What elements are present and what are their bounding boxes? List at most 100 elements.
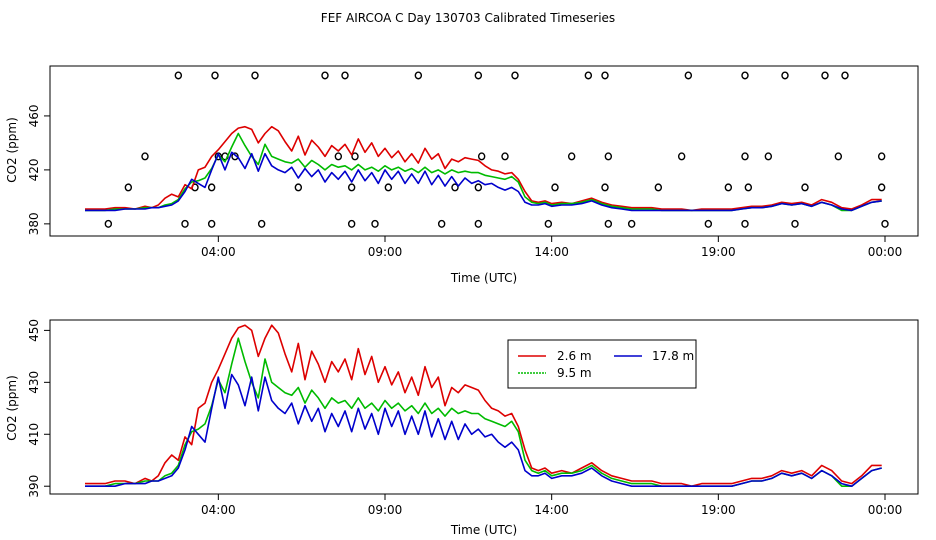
raw-data-point [741,71,749,80]
raw-data-point [384,183,393,192]
raw-data-point [257,219,266,228]
raw-data-point [684,71,693,80]
raw-data-point [231,152,239,161]
bottom-series-lines [85,324,882,488]
raw-data-point [211,71,219,80]
raw-data-point [474,71,483,80]
raw-data-point [834,152,843,161]
raw-data-point [604,219,613,228]
bottom-series-9-5-m [85,337,882,488]
bottom-panel: 390 410 430 450 04:00 09:00 14:00 19:00 00:00 2… [5,319,919,537]
raw-data-point [601,183,609,192]
raw-data-point [294,183,303,192]
raw-data-point [474,219,483,228]
raw-data-point [841,71,849,80]
raw-data-point [174,71,183,80]
raw-data-point [724,183,733,192]
raw-data-point [437,219,446,228]
raw-data-point [544,219,553,228]
raw-data-point [881,219,889,228]
bottom-y-axis-label: CO2 (ppm) [5,375,19,441]
top-x-tick-label: 09:00 [368,245,403,259]
raw-data-point [654,183,663,192]
raw-data-point [207,183,216,192]
raw-data-point [781,71,789,80]
raw-data-point [764,152,773,161]
bottom-y-axis: 390 410 430 450 [27,319,51,498]
raw-data-point [371,219,379,228]
legend-box [507,339,697,389]
raw-data-point [741,152,749,161]
bottom-x-tick-label: 09:00 [368,503,403,517]
raw-data-point [677,152,686,161]
raw-data-point [551,183,559,192]
top-panel: 380 420 460 04:00 09:00 14:00 19:00 00:00 Time… [5,65,919,285]
chart-title: FEF AIRCOA C Day 130703 Calibrated Times… [321,11,615,25]
top-series-lines [85,125,882,212]
raw-data-point [604,152,613,161]
bottom-plot-frame [49,319,919,495]
raw-data-point [207,219,216,228]
raw-data-point [351,152,359,161]
bottom-y-tick-label: 390 [27,475,41,498]
raw-data-point [124,183,133,192]
raw-data-point [741,219,749,228]
raw-data-point [347,183,356,192]
bottom-y-tick-label: 410 [27,423,41,446]
top-plot-frame [49,65,919,237]
top-y-tick-label: 380 [27,212,41,235]
bottom-y-tick-label: 450 [27,319,41,342]
top-raw-points [104,71,889,228]
top-x-axis-label: Time (UTC) [450,271,517,285]
raw-data-point [141,152,149,161]
bottom-x-axis-label: Time (UTC) [450,523,517,537]
raw-data-point [334,152,343,161]
raw-data-point [251,71,259,80]
raw-data-point [584,71,593,80]
top-series-2-6-m [85,125,882,212]
bottom-x-axis: 04:00 09:00 14:00 19:00 00:00 [201,493,903,517]
top-series-17-8-m [85,151,882,212]
bottom-x-tick-label: 19:00 [701,503,736,517]
raw-data-point [821,71,829,80]
legend-label-9-5m: 9.5 m [557,366,592,380]
bottom-x-tick-label: 00:00 [868,503,903,517]
raw-data-point [347,219,356,228]
raw-data-point [877,152,886,161]
top-x-tick-label: 04:00 [201,245,236,259]
bottom-series-17-8-m [85,373,882,488]
raw-data-point [451,183,459,192]
raw-data-point [341,71,349,80]
bottom-x-tick-label: 04:00 [201,503,236,517]
bottom-series-2-6-m [85,324,882,488]
bottom-y-tick-label: 430 [27,371,41,394]
raw-data-point [601,71,609,80]
legend-label-17-8m: 17.8 m [652,349,694,363]
raw-data-point [877,183,886,192]
legend-label-2-6m: 2.6 m [557,349,592,363]
raw-data-point [474,183,483,192]
top-y-tick-label: 460 [27,104,41,127]
top-x-axis: 04:00 09:00 14:00 19:00 00:00 [201,235,903,259]
top-x-tick-label: 14:00 [534,245,569,259]
raw-data-point [704,219,713,228]
raw-data-point [567,152,576,161]
raw-data-point [511,71,519,80]
top-series-9-5-m [85,132,882,212]
raw-data-point [801,183,809,192]
legend: 2.6 m 9.5 m 17.8 m [507,339,697,389]
raw-data-point [321,71,329,80]
raw-data-point [744,183,753,192]
raw-data-point [501,152,509,161]
raw-data-point [414,71,423,80]
raw-data-point [791,219,799,228]
top-y-axis: 380 420 460 [27,104,51,235]
top-y-axis-label: CO2 (ppm) [5,117,19,183]
raw-data-point [627,219,636,228]
top-x-tick-label: 19:00 [701,245,736,259]
raw-data-point [181,219,189,228]
raw-data-point [104,219,113,228]
top-x-tick-label: 00:00 [868,245,903,259]
raw-data-point [477,152,486,161]
